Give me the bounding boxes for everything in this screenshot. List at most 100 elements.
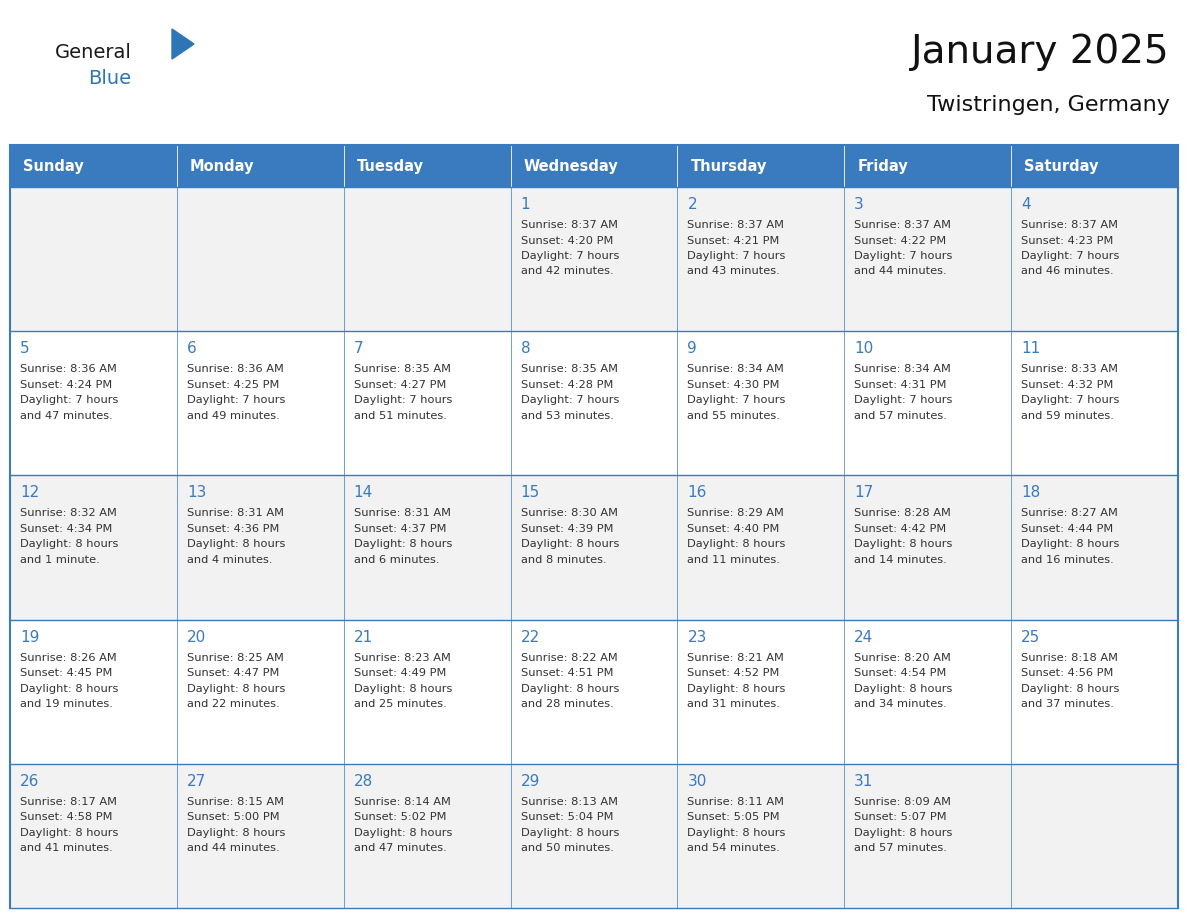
Text: Daylight: 8 hours: Daylight: 8 hours [187, 828, 285, 838]
Text: Daylight: 8 hours: Daylight: 8 hours [1022, 540, 1119, 549]
Text: Daylight: 8 hours: Daylight: 8 hours [1022, 684, 1119, 694]
Text: 21: 21 [354, 630, 373, 644]
Text: Sunset: 4:54 PM: Sunset: 4:54 PM [854, 668, 947, 678]
Text: and 34 minutes.: and 34 minutes. [854, 700, 947, 709]
Text: and 51 minutes.: and 51 minutes. [354, 410, 447, 420]
Text: and 54 minutes.: and 54 minutes. [688, 844, 781, 854]
Text: Daylight: 8 hours: Daylight: 8 hours [520, 828, 619, 838]
Text: Sunrise: 8:37 AM: Sunrise: 8:37 AM [688, 220, 784, 230]
Bar [1011, 476, 1178, 620]
Text: Daylight: 8 hours: Daylight: 8 hours [354, 684, 453, 694]
Bar [343, 476, 511, 620]
Bar [845, 331, 1011, 476]
Text: Sunset: 4:21 PM: Sunset: 4:21 PM [688, 236, 779, 245]
Text: Daylight: 7 hours: Daylight: 7 hours [354, 396, 453, 405]
Text: Daylight: 8 hours: Daylight: 8 hours [688, 540, 785, 549]
Text: Sunset: 4:25 PM: Sunset: 4:25 PM [187, 380, 279, 390]
Bar [511, 187, 677, 331]
Text: Daylight: 8 hours: Daylight: 8 hours [354, 828, 453, 838]
Text: Sunset: 4:27 PM: Sunset: 4:27 PM [354, 380, 446, 390]
Text: Sunrise: 8:34 AM: Sunrise: 8:34 AM [854, 364, 952, 375]
Text: Sunset: 4:47 PM: Sunset: 4:47 PM [187, 668, 279, 678]
Bar [677, 145, 845, 187]
Text: Sunset: 4:28 PM: Sunset: 4:28 PM [520, 380, 613, 390]
Text: 30: 30 [688, 774, 707, 789]
Text: and 47 minutes.: and 47 minutes. [354, 844, 447, 854]
Text: Sunrise: 8:36 AM: Sunrise: 8:36 AM [20, 364, 116, 375]
Text: Blue: Blue [88, 69, 131, 87]
Text: 5: 5 [20, 341, 30, 356]
Text: Sunrise: 8:20 AM: Sunrise: 8:20 AM [854, 653, 952, 663]
Text: Sunrise: 8:33 AM: Sunrise: 8:33 AM [1022, 364, 1118, 375]
Text: and 57 minutes.: and 57 minutes. [854, 410, 947, 420]
Bar [343, 331, 511, 476]
Bar [10, 187, 177, 331]
Text: Daylight: 8 hours: Daylight: 8 hours [688, 828, 785, 838]
Text: Sunrise: 8:18 AM: Sunrise: 8:18 AM [1022, 653, 1118, 663]
Text: Tuesday: Tuesday [356, 159, 424, 174]
Text: Sunset: 4:42 PM: Sunset: 4:42 PM [854, 524, 947, 534]
Bar [845, 476, 1011, 620]
Text: and 42 minutes.: and 42 minutes. [520, 266, 613, 276]
Bar [677, 331, 845, 476]
Text: 2: 2 [688, 197, 697, 212]
Text: 28: 28 [354, 774, 373, 789]
Bar [511, 764, 677, 908]
Text: Daylight: 8 hours: Daylight: 8 hours [520, 684, 619, 694]
Text: Sunset: 5:04 PM: Sunset: 5:04 PM [520, 812, 613, 823]
Text: Sunset: 5:05 PM: Sunset: 5:05 PM [688, 812, 781, 823]
Text: 23: 23 [688, 630, 707, 644]
Text: and 47 minutes.: and 47 minutes. [20, 410, 113, 420]
Text: Sunset: 4:58 PM: Sunset: 4:58 PM [20, 812, 113, 823]
Bar [177, 476, 343, 620]
Text: Daylight: 8 hours: Daylight: 8 hours [187, 684, 285, 694]
Text: and 59 minutes.: and 59 minutes. [1022, 410, 1114, 420]
Text: Monday: Monday [190, 159, 254, 174]
Text: Sunset: 4:52 PM: Sunset: 4:52 PM [688, 668, 779, 678]
Text: January 2025: January 2025 [911, 33, 1170, 71]
Text: Daylight: 7 hours: Daylight: 7 hours [1022, 251, 1119, 261]
Text: and 44 minutes.: and 44 minutes. [187, 844, 279, 854]
Text: Sunset: 4:44 PM: Sunset: 4:44 PM [1022, 524, 1113, 534]
Text: Sunrise: 8:13 AM: Sunrise: 8:13 AM [520, 797, 618, 807]
Text: Sunset: 4:31 PM: Sunset: 4:31 PM [854, 380, 947, 390]
Text: Sunrise: 8:30 AM: Sunrise: 8:30 AM [520, 509, 618, 519]
Text: 26: 26 [20, 774, 39, 789]
Text: 24: 24 [854, 630, 873, 644]
Text: 7: 7 [354, 341, 364, 356]
Text: Sunset: 4:30 PM: Sunset: 4:30 PM [688, 380, 781, 390]
Text: Sunset: 4:37 PM: Sunset: 4:37 PM [354, 524, 447, 534]
Bar [343, 145, 511, 187]
Bar [511, 331, 677, 476]
Text: Sunrise: 8:31 AM: Sunrise: 8:31 AM [354, 509, 450, 519]
Text: Sunrise: 8:17 AM: Sunrise: 8:17 AM [20, 797, 116, 807]
Polygon shape [172, 29, 194, 59]
Text: Sunset: 4:56 PM: Sunset: 4:56 PM [1022, 668, 1113, 678]
Text: Sunrise: 8:11 AM: Sunrise: 8:11 AM [688, 797, 784, 807]
Text: 22: 22 [520, 630, 539, 644]
Text: Daylight: 8 hours: Daylight: 8 hours [20, 684, 119, 694]
Text: Sunrise: 8:28 AM: Sunrise: 8:28 AM [854, 509, 952, 519]
Text: Thursday: Thursday [690, 159, 766, 174]
Text: 29: 29 [520, 774, 541, 789]
Text: Sunset: 4:20 PM: Sunset: 4:20 PM [520, 236, 613, 245]
Bar [10, 145, 177, 187]
Text: Daylight: 8 hours: Daylight: 8 hours [20, 828, 119, 838]
Text: 15: 15 [520, 486, 539, 500]
Bar [845, 145, 1011, 187]
Bar [511, 620, 677, 764]
Bar [177, 620, 343, 764]
Text: Daylight: 7 hours: Daylight: 7 hours [1022, 396, 1119, 405]
Text: Sunrise: 8:26 AM: Sunrise: 8:26 AM [20, 653, 116, 663]
Bar [1011, 187, 1178, 331]
Text: Saturday: Saturday [1024, 159, 1099, 174]
Text: 31: 31 [854, 774, 873, 789]
Text: Sunrise: 8:25 AM: Sunrise: 8:25 AM [187, 653, 284, 663]
Bar [177, 145, 343, 187]
Text: Sunrise: 8:22 AM: Sunrise: 8:22 AM [520, 653, 618, 663]
Text: Daylight: 7 hours: Daylight: 7 hours [854, 396, 953, 405]
Text: Wednesday: Wednesday [524, 159, 618, 174]
Bar [845, 187, 1011, 331]
Text: and 43 minutes.: and 43 minutes. [688, 266, 781, 276]
Bar [1011, 145, 1178, 187]
